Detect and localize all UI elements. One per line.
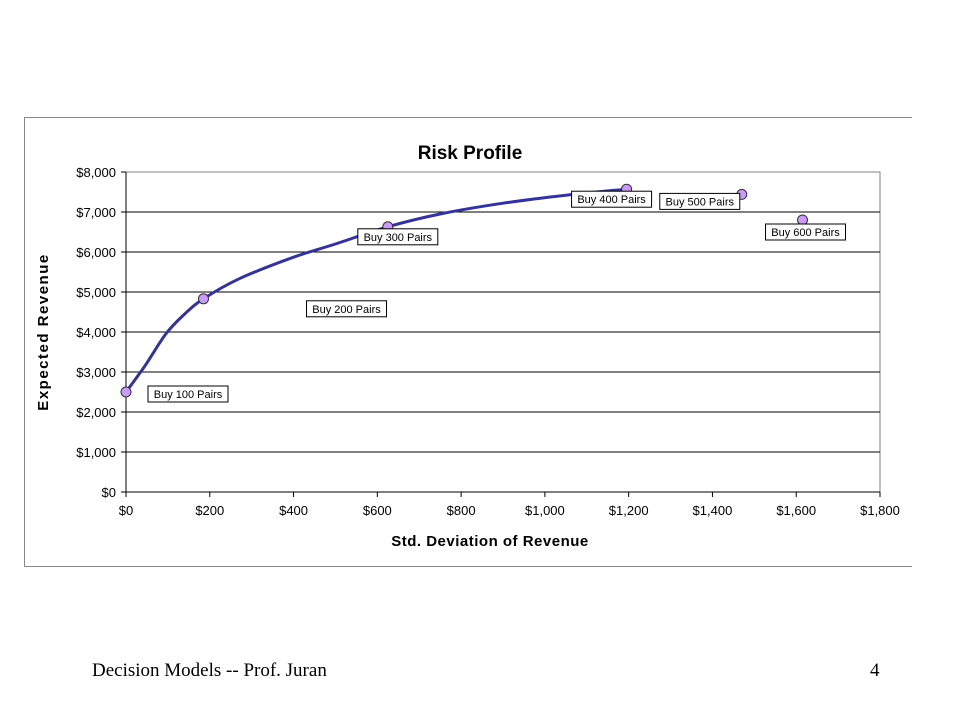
- footer-page-number: 4: [870, 660, 880, 681]
- point-label-text: Buy 100 Pairs: [154, 389, 223, 401]
- x-tick-label: $800: [447, 503, 476, 518]
- x-tick-label: $1,600: [776, 503, 816, 518]
- y-tick-label: $1,000: [76, 445, 116, 460]
- y-tick-label: $3,000: [76, 365, 116, 380]
- x-tick-label: $400: [279, 503, 308, 518]
- y-tick-label: $8,000: [76, 165, 116, 180]
- point-label-text: Buy 400 Pairs: [577, 194, 646, 206]
- chart-frame: Risk Profile $0 $1,000 $2,000 $3,000 $4,000 $…: [24, 117, 912, 567]
- x-tick-label: $600: [363, 503, 392, 518]
- y-tick-label: $5,000: [76, 285, 116, 300]
- trend-line: [124, 187, 627, 393]
- x-tick-label: $1,200: [609, 503, 649, 518]
- axes: [121, 171, 881, 497]
- point-label: Buy 600 Pairs: [765, 223, 847, 241]
- footer-course-title: Decision Models -- Prof. Juran: [92, 660, 327, 681]
- data-point: [120, 386, 132, 398]
- point-label: Buy 200 Pairs: [305, 300, 387, 318]
- point-label-text: Buy 200 Pairs: [312, 304, 381, 316]
- x-tick-label: $1,000: [525, 503, 565, 518]
- data-points: [120, 183, 809, 398]
- risk-profile-chart: Risk Profile $0$1,000$2,000$3,000$4,000$…: [35, 143, 900, 550]
- point-label: Buy 100 Pairs: [147, 385, 229, 403]
- point-label-text: Buy 500 Pairs: [666, 196, 735, 208]
- data-point: [197, 293, 209, 305]
- point-label-text: Buy 600 Pairs: [771, 227, 840, 239]
- x-tick-label: $1,800: [860, 503, 900, 518]
- y-tick-label: $7,000: [76, 205, 116, 220]
- y-axis-label: Expected Revenue: [35, 253, 52, 410]
- chart-title: Risk Profile: [418, 143, 523, 164]
- point-label: Buy 500 Pairs: [659, 192, 741, 210]
- x-axis-label: Std. Deviation of Revenue: [391, 533, 589, 550]
- y-tick-label: $6,000: [76, 245, 116, 260]
- y-tick-labels: $0 $1,000 $2,000 $3,000 $4,000 $5,000 $6,000 $7…: [76, 165, 116, 500]
- y-tick-label: $2,000: [76, 405, 116, 420]
- x-tick-label: $1,400: [693, 503, 733, 518]
- x-tick-label: $200: [195, 503, 224, 518]
- point-labels: Buy 100 Pairs Buy 200 Pairs Buy 300 Pairs B…: [147, 190, 847, 403]
- point-label-text: Buy 300 Pairs: [364, 232, 433, 244]
- gridlines: [125, 171, 881, 493]
- x-tick-labels: $0 $200 $400 $600 $800 $1,000 $1,200 $1,400 $1,6…: [119, 503, 900, 518]
- y-tick-label: $4,000: [76, 325, 116, 340]
- point-label: Buy 300 Pairs: [357, 228, 439, 246]
- y-tick-label: $0: [102, 485, 116, 500]
- point-label: Buy 400 Pairs: [571, 190, 653, 208]
- x-tick-label: $0: [119, 503, 133, 518]
